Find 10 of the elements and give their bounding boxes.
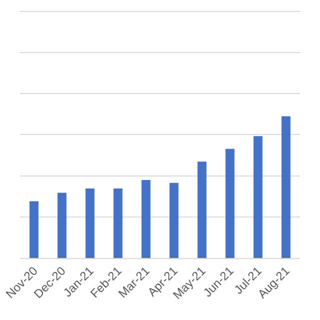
bar [114, 188, 122, 258]
bar [226, 148, 234, 258]
bar [58, 192, 66, 258]
bar [198, 162, 206, 258]
bar [30, 201, 38, 258]
bar [170, 182, 178, 258]
bar [254, 136, 262, 258]
bar [142, 180, 150, 258]
bar [86, 188, 94, 258]
bar [282, 116, 290, 258]
